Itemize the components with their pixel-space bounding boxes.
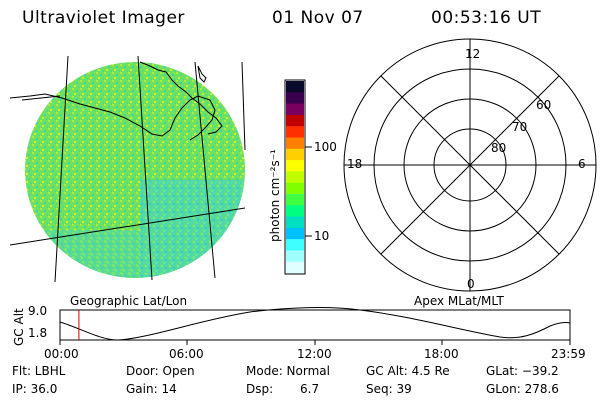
colorbar-band [286, 171, 304, 184]
colorbar-band [286, 227, 304, 240]
instrument-title: Ultraviolet Imager [22, 8, 185, 28]
mlt-0-label: 0 [467, 277, 475, 291]
geo-grid [9, 55, 246, 283]
colorbar-band [286, 137, 304, 150]
uv-image-disk [25, 62, 245, 278]
altitude-curve [59, 307, 571, 341]
colorbar-band [286, 160, 304, 172]
alt-xtick-0000: 00:00 [44, 347, 79, 361]
date-label: 01 Nov 07 [272, 8, 364, 28]
status-glat: GLat: −39.2 [486, 364, 559, 378]
colorbar-band [286, 114, 304, 127]
status-gain: Gain: 14 [126, 382, 177, 396]
colorbar-unit-label: photon cm⁻²s⁻¹ [268, 149, 282, 242]
status-dsp-value: 6.7 [300, 382, 320, 396]
alt-xtick-2359: 23:59 [551, 347, 586, 361]
colorbar-tick-10: 10 [314, 229, 330, 243]
status-ip: IP: 36.0 [12, 382, 58, 396]
mlat-60-label: 60 [536, 98, 552, 112]
status-glon: GLon: 278.6 [486, 382, 559, 396]
alt-xtick-1200: 12:00 [297, 347, 332, 361]
colorbar-band [286, 81, 304, 93]
colorbar-band [286, 239, 304, 251]
status-dsp-label: Dsp: [246, 382, 274, 396]
mlt-6-label: 6 [578, 157, 586, 171]
mlat-70-label: 70 [512, 120, 528, 134]
colorbar [284, 79, 312, 275]
colorbar-band [286, 148, 304, 161]
apex-mlat-mlt-label: Apex MLat/MLT [414, 294, 504, 308]
alt-xtick-1800: 18:00 [424, 347, 459, 361]
coastline [9, 61, 223, 141]
time-label: 00:53:16 UT [431, 8, 542, 28]
mlat-80-label: 80 [491, 141, 507, 155]
status-gc-alt: GC Alt: 4.5 Re [366, 364, 450, 378]
alt-ylabel: GC Alt [12, 308, 26, 346]
colorbar-tick-100: 100 [314, 140, 337, 154]
geo-latlon-label: Geographic Lat/Lon [70, 294, 188, 308]
alt-ytick-1-8: 1.8 [28, 326, 48, 340]
colorbar-band [286, 205, 304, 218]
colorbar-band [286, 92, 304, 105]
alt-ytick-9: 9.0 [28, 304, 48, 318]
status-seq: Seq: 39 [366, 382, 412, 396]
status-mode: Mode: Normal [246, 364, 330, 378]
mlt-18-label: 18 [347, 157, 363, 171]
colorbar-band [286, 250, 304, 263]
colorbar-band [286, 126, 304, 138]
status-flt: Flt: LBHL [12, 364, 66, 378]
colorbar-band [286, 261, 304, 274]
altitude-plot [59, 307, 571, 345]
status-door: Door: Open [126, 364, 195, 378]
mlt-12-label: 12 [465, 47, 481, 61]
colorbar-band [286, 193, 304, 206]
alt-xtick-0600: 06:00 [169, 347, 204, 361]
polar-grid [343, 38, 597, 292]
colorbar-band [286, 216, 304, 229]
colorbar-band [286, 182, 304, 195]
colorbar-band [286, 103, 304, 116]
